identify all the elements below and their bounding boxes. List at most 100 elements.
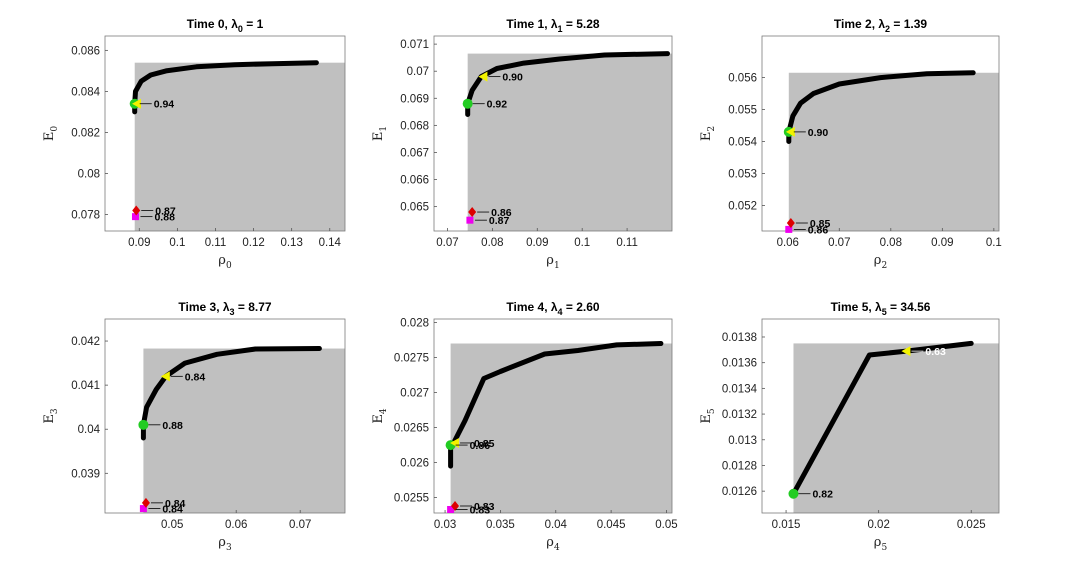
y-axis-label: E0 xyxy=(42,126,60,142)
x-tick-label: 0.08 xyxy=(880,237,902,249)
y-tick-label: 0.067 xyxy=(400,147,429,159)
y-tick-label: 0.052 xyxy=(728,200,757,212)
annotation-label: 0.84 xyxy=(185,371,206,383)
annotation-label: 0.63 xyxy=(925,346,946,358)
feasible-region xyxy=(134,62,345,232)
feasible-region xyxy=(788,72,999,231)
x-tick-label: 0.1 xyxy=(169,237,185,249)
y-tick-label: 0.082 xyxy=(71,127,100,139)
annotation-label: 0.90 xyxy=(808,127,829,139)
y-tick-label: 0.042 xyxy=(71,336,100,348)
x-tick-label: 0.09 xyxy=(128,237,150,249)
annotation-label: 0.86 xyxy=(470,440,491,452)
annotation-label: 0.83 xyxy=(470,504,491,516)
x-tick-label: 0.14 xyxy=(319,237,342,249)
x-tick-label: 0.07 xyxy=(289,519,311,531)
marker-green xyxy=(788,488,799,499)
marker-red xyxy=(132,205,141,216)
axes-frame xyxy=(433,318,673,514)
subplot-5: 0.015 0.02 0.025 0.0126 0.0128 0.013 0.0132 0.0… xyxy=(699,300,1000,553)
marker-magenta xyxy=(466,216,474,224)
annotation-label: 0.85 xyxy=(810,218,831,230)
feasible-region xyxy=(793,343,999,513)
y-tick-label: 0.0275 xyxy=(394,353,429,365)
annotation-label: 0.88 xyxy=(162,420,183,432)
x-tick-label: 0.05 xyxy=(161,519,183,531)
y-tick-label: 0.069 xyxy=(400,93,429,105)
annotation-label: 0.82 xyxy=(812,489,833,501)
axes-frame xyxy=(761,318,1000,514)
x-tick-label: 0.12 xyxy=(242,237,264,249)
y-tick-label: 0.078 xyxy=(71,210,100,222)
subplot-2: 0.06 0.07 0.08 0.09 0.1 0.052 0.053 0.054 0.055 0… xyxy=(699,17,1002,271)
x-tick-label: 0.06 xyxy=(777,237,799,249)
annotation-label: 0.87 xyxy=(489,215,510,227)
x-tick-label: 0.07 xyxy=(828,237,850,249)
subplot-title: Time 1, λ1 = 5.28 xyxy=(506,17,600,34)
y-tick-label: 0.054 xyxy=(728,136,757,148)
x-axis-label: ρ2 xyxy=(874,253,887,271)
axes-frame xyxy=(104,35,346,232)
subplot-0: 0.09 0.1 0.11 0.12 0.13 0.14 0.078 0.08 0.082 0.0… xyxy=(42,17,346,271)
x-tick-label: 0.11 xyxy=(205,237,227,249)
annotation-label: 0.90 xyxy=(502,72,523,84)
subplot-4: 0.03 0.035 0.04 0.045 0.05 0.0255 0.026 0.0265 0… xyxy=(371,300,678,553)
x-tick-label: 0.09 xyxy=(526,237,548,249)
x-axis-label: ρ3 xyxy=(218,535,232,553)
y-tick-label: 0.028 xyxy=(400,318,429,330)
marker-yellow xyxy=(785,126,795,137)
marker-magenta xyxy=(131,213,139,221)
annotation-label: 0.86 xyxy=(808,224,829,236)
y-tick-label: 0.065 xyxy=(400,202,429,214)
x-tick-label: 0.045 xyxy=(597,519,626,531)
x-tick-label: 0.03 xyxy=(434,519,456,531)
y-tick-label: 0.04 xyxy=(78,424,101,436)
x-tick-label: 0.13 xyxy=(280,237,302,249)
x-tick-label: 0.11 xyxy=(616,237,638,249)
subplot-1: 0.07 0.08 0.09 0.1 0.11 0.065 0.066 0.067 0.068 0… xyxy=(371,17,673,271)
y-tick-label: 0.056 xyxy=(728,73,757,85)
y-tick-label: 0.084 xyxy=(71,86,100,98)
annotation-label: 0.87 xyxy=(155,205,176,217)
marker-yellow xyxy=(160,371,170,382)
annotation-label: 0.83 xyxy=(474,501,495,513)
frontier-line xyxy=(791,340,974,497)
axes-frame xyxy=(761,35,1000,232)
y-tick-label: 0.013 xyxy=(728,435,757,447)
y-tick-label: 0.0255 xyxy=(394,493,429,505)
y-tick-label: 0.039 xyxy=(71,468,100,480)
annotation-label: 0.86 xyxy=(491,207,512,219)
feasible-region xyxy=(450,343,672,513)
axes-frame xyxy=(104,318,346,514)
y-tick-label: 0.026 xyxy=(400,458,429,470)
marker-magenta xyxy=(447,505,455,513)
annotation-label: 0.92 xyxy=(487,99,508,111)
annotation-label: 0.88 xyxy=(154,212,175,224)
x-tick-label: 0.015 xyxy=(772,519,801,531)
subplot-title: Time 0, λ0 = 1 xyxy=(187,17,264,34)
x-tick-label: 0.025 xyxy=(957,519,986,531)
annotation-label: 0.84 xyxy=(162,504,183,516)
x-tick-label: 0.02 xyxy=(867,519,889,531)
y-tick-label: 0.068 xyxy=(400,120,429,132)
x-tick-label: 0.04 xyxy=(545,519,568,531)
y-axis-label: E4 xyxy=(371,408,389,424)
y-tick-label: 0.053 xyxy=(728,168,757,180)
frontier-line xyxy=(786,70,976,144)
y-tick-label: 0.08 xyxy=(78,169,100,181)
annotation-label: 0.84 xyxy=(165,498,186,510)
subplot-title: Time 3, λ3 = 8.77 xyxy=(178,300,272,317)
x-tick-label: 0.07 xyxy=(436,237,458,249)
x-axis-label: ρ5 xyxy=(874,535,888,553)
y-axis-label: E5 xyxy=(699,408,717,424)
marker-magenta xyxy=(139,505,147,513)
axes-frame xyxy=(433,35,673,232)
x-tick-label: 0.06 xyxy=(225,519,247,531)
annotation-label: 0.85 xyxy=(474,438,495,450)
y-axis-label: E2 xyxy=(699,126,717,141)
frontier-line xyxy=(132,60,319,115)
x-axis-label: ρ0 xyxy=(218,253,232,271)
y-axis-label: E1 xyxy=(371,126,389,141)
x-tick-label: 0.08 xyxy=(481,237,503,249)
